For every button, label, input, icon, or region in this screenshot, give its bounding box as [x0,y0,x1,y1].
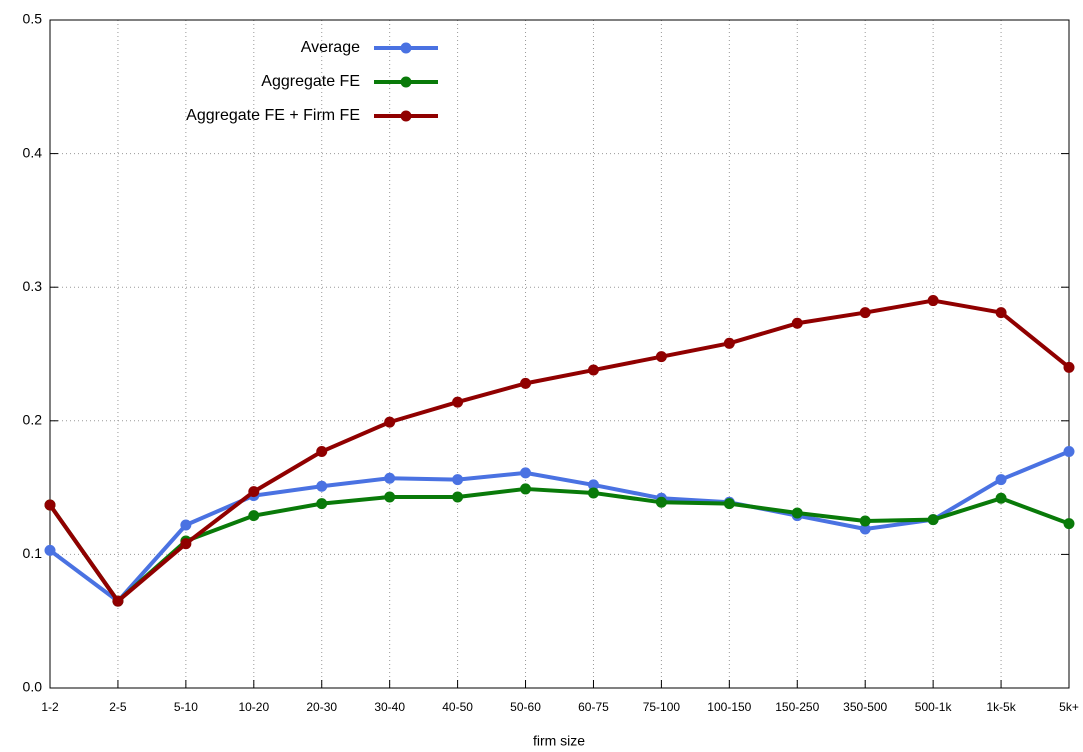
point [44,499,56,511]
x-axis-label: firm size [533,733,585,749]
point [316,446,328,458]
point [520,377,532,389]
point [384,472,396,484]
legend-marker [400,110,412,122]
point [791,317,803,329]
point [791,507,803,519]
point [248,510,260,522]
x-tick-label: 1k-5k [986,700,1016,714]
x-tick-label: 20-30 [306,700,337,714]
series-line [48,449,1070,604]
point [248,486,260,498]
point [655,351,667,363]
legend-marker [400,76,412,88]
point [655,496,667,508]
point [180,519,192,531]
point [44,544,56,556]
point [180,538,192,550]
x-tick-label: 500-1k [915,700,953,714]
legend-label: Aggregate FE + Firm FE [186,107,360,124]
point [1063,361,1075,373]
point [452,474,464,486]
point [927,514,939,526]
point [587,364,599,376]
series-line [48,298,1071,604]
x-tick-label: 40-50 [442,700,473,714]
point [384,416,396,428]
point [723,498,735,510]
plot-border [49,19,1070,689]
point [1063,446,1075,458]
x-tick-label: 75-100 [643,700,681,714]
point [587,479,599,491]
x-tick-label: 2-5 [109,700,127,714]
point [859,307,871,319]
x-tick-label: 150-250 [775,700,819,714]
x-tick-label: 100-150 [707,700,751,714]
point [587,487,599,499]
point [995,492,1007,504]
x-tick-label: 10-20 [238,700,269,714]
legend-label: Average [301,39,360,56]
point [995,474,1007,486]
legend-marker [400,42,412,54]
x-tick-label: 350-500 [843,700,887,714]
x-tick-label: 50-60 [510,700,541,714]
x-tick-label: 60-75 [578,700,609,714]
point [995,307,1007,319]
point [112,595,124,607]
point [1063,518,1075,530]
y-tick-label: 0.4 [23,144,43,160]
y-tick-label: 0.1 [23,545,43,561]
point [723,337,735,349]
point [452,396,464,408]
y-tick-label: 0.5 [23,11,43,27]
point [859,523,871,535]
x-tick-label: 30-40 [374,700,405,714]
y-tick-label: 0.3 [23,278,43,294]
point [927,295,939,307]
x-tick-label: 1-2 [41,700,59,714]
point [316,480,328,492]
y-tick-label: 0.0 [23,679,43,695]
point [859,515,871,527]
point [452,491,464,503]
point [520,483,532,495]
x-tick-label: 5k+ [1059,700,1079,714]
point [384,491,396,503]
point [520,467,532,479]
legend-label: Aggregate FE [261,73,360,90]
point [316,498,328,510]
series-line [48,486,1070,604]
y-tick-label: 0.2 [23,412,43,428]
x-tick-label: 5-10 [174,700,198,714]
